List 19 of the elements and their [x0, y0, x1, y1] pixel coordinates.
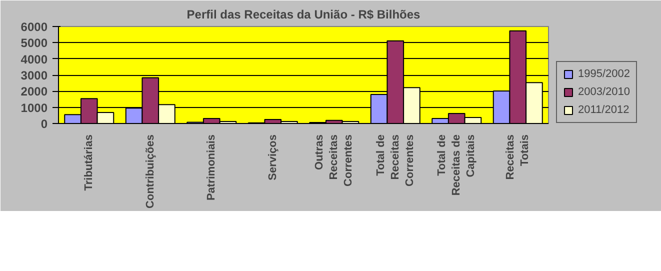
y-tick-label: 4000: [20, 52, 48, 66]
y-tick-label: 2000: [20, 84, 48, 99]
x-tick-label: Tributárias: [83, 134, 96, 191]
x-tick-label: Serviços: [266, 134, 279, 180]
y-tick-label: 6000: [20, 20, 48, 34]
legend-label: 2011/2012: [578, 104, 630, 116]
y-tick-label: 1000: [20, 100, 48, 115]
y-tick-label: 5000: [20, 36, 48, 50]
y-tick-label: 0: [40, 117, 48, 131]
x-tick-label: Patrimoniais: [206, 134, 218, 201]
x-tick-label: Receitas Totais: [504, 134, 532, 180]
legend-label: 1995/2002: [578, 68, 630, 80]
chart-title: Perfil das Receitas da União - R$ Bilhões: [186, 8, 421, 22]
x-tick-label: Outras Receitas Correntes: [314, 134, 355, 186]
x-tick-label: Total de Receitas de Capitais: [436, 134, 478, 196]
x-tick-label: Total de Receitas Correntes: [374, 134, 416, 186]
legend-label: 2003/2010: [578, 86, 630, 98]
y-tick-label: 3000: [20, 68, 48, 82]
x-tick-label: Contribuições: [144, 134, 156, 208]
